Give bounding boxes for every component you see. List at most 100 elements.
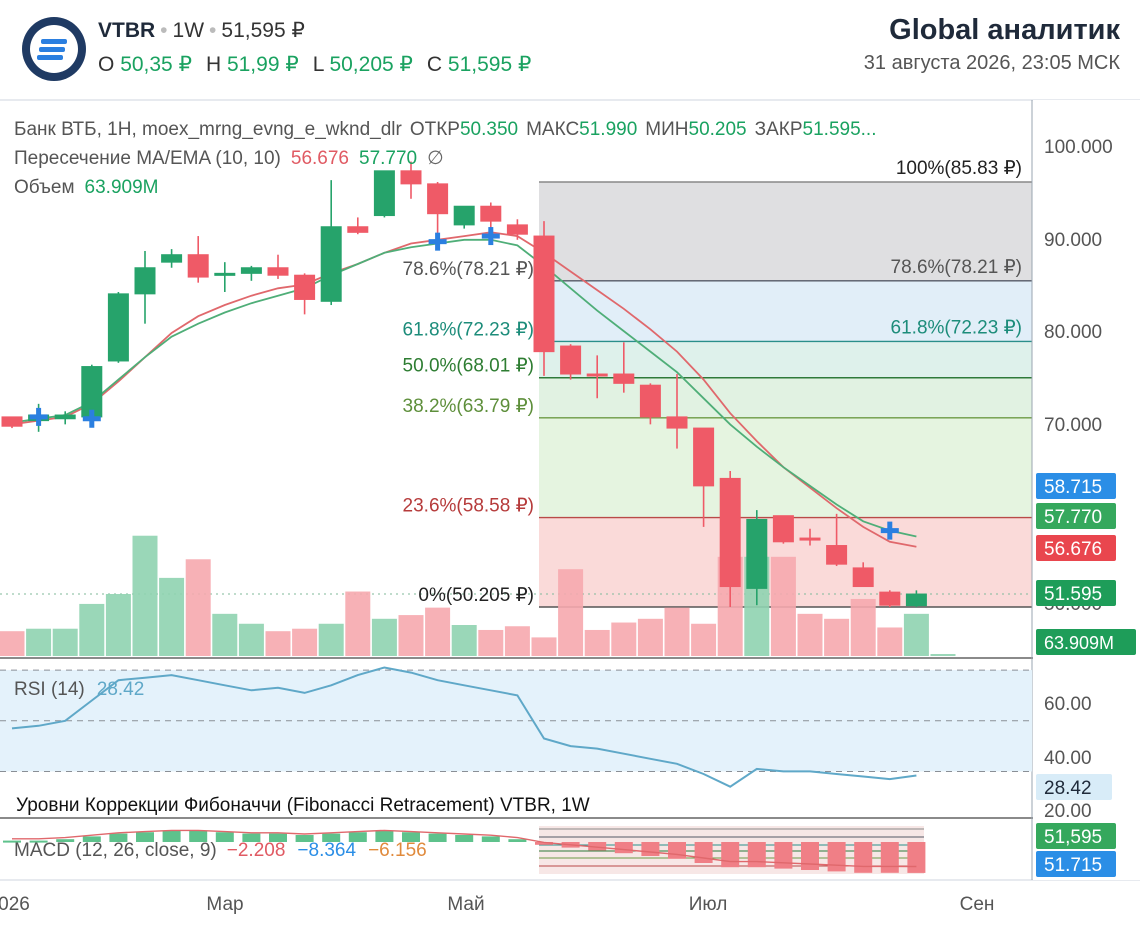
volume-bar — [770, 556, 796, 656]
candle-body — [320, 226, 342, 302]
fib-label: 0%(50.205 ₽) — [418, 585, 534, 606]
ohlc-close: 51,595 ₽ — [447, 53, 532, 76]
macd-histogram-bar — [29, 840, 48, 843]
ohlc-open: 50,35 ₽ — [120, 53, 192, 76]
candle-body — [533, 235, 555, 353]
macd-histogram-bar — [721, 842, 740, 868]
fib-zone — [539, 377, 1032, 418]
ohlc-key: L — [312, 53, 324, 76]
candle-body — [586, 373, 608, 377]
macd-histogram-bar — [535, 842, 553, 845]
candle-body — [373, 170, 395, 217]
legend-macd-value-1: −2.208 — [227, 840, 286, 861]
time-tick-label: Мар — [206, 894, 243, 915]
candles[interactable] — [1, 161, 927, 608]
volume-bar — [637, 618, 663, 656]
ohlc-key: H — [205, 53, 222, 76]
volume-bar — [558, 569, 584, 656]
macd-histogram-bar — [242, 833, 261, 842]
ticker-line: VTBR • 1W • 51,595 ₽ — [98, 19, 305, 42]
macd-pane — [3, 826, 926, 874]
price-tick-label: 90.000 — [1044, 230, 1102, 251]
fib-zone — [539, 182, 1032, 281]
volume-bar — [371, 618, 397, 656]
macd-histogram-bar — [402, 832, 420, 842]
legend-ma-value-2: 57.770 — [359, 148, 417, 169]
candle-body — [560, 345, 582, 375]
candle-body — [187, 254, 209, 278]
price-tick-label: 70.000 — [1044, 415, 1102, 436]
candle-body — [400, 170, 422, 185]
candle-body — [267, 267, 289, 276]
ohlc-key: O — [98, 53, 115, 76]
macd-histogram-bar — [854, 842, 873, 873]
candle-body — [905, 593, 927, 607]
rsi-pane — [0, 666, 1032, 788]
svg-text:Пересечение MA/EMA (10, 10)56.: Пересечение MA/EMA (10, 10) 56.676 57.770 ∅ — [14, 148, 444, 169]
candle-body — [693, 427, 715, 487]
legend-low-value: 50.205 — [689, 119, 747, 140]
candle-body — [134, 267, 156, 295]
volume-bar — [425, 607, 451, 656]
candle-body — [613, 373, 635, 384]
legend-macd-value-3: −6.156 — [368, 840, 427, 861]
time-tick-label: Сен — [960, 894, 995, 915]
legend-ma-label: Пересечение MA/EMA (10, 10) — [14, 148, 281, 169]
price-tag-label: 56.676 — [1044, 539, 1102, 560]
chart-area[interactable]: 100%(85.83 ₽) 78.6%(78.21 ₽) 78.6%(78.21 ₽… — [0, 96, 1140, 928]
macd-signal-line — [12, 829, 917, 868]
volume-bar — [318, 623, 344, 656]
cross-v — [36, 407, 42, 426]
time-tick-label: Июл — [689, 894, 728, 915]
price-tag-label: 58.715 — [1044, 477, 1102, 498]
ma-lines — [11, 231, 917, 548]
macd-histogram-bar — [269, 833, 287, 842]
candle-body — [161, 254, 183, 263]
price-tick-label: 100.000 — [1044, 137, 1113, 158]
macd-histogram-bar — [668, 842, 686, 859]
header: VTBR • 1W • 51,595 ₽ O 50,35 ₽ H 51,99 ₽ L 50,… — [0, 0, 1140, 96]
macd-histogram-bar — [614, 842, 633, 854]
macd-histogram-bar — [880, 842, 899, 873]
volume-bar — [238, 623, 264, 656]
macd-tag-label: 51,595 — [1044, 827, 1102, 848]
candle-body — [799, 537, 821, 541]
macd-histogram-bar — [907, 842, 926, 873]
ma-line — [11, 231, 917, 548]
cross-marker-icon — [481, 227, 500, 246]
macd-histogram-bar — [801, 842, 819, 870]
macd-histogram-bar — [694, 842, 713, 863]
price-axis[interactable]: 100.00090.00080.00070.00050.00058.71557.… — [1033, 100, 1140, 880]
ticker-symbol[interactable]: VTBR — [98, 19, 156, 42]
macd-histogram-bar — [189, 830, 208, 842]
volume-bar — [584, 629, 610, 656]
macd-histogram-bar — [455, 835, 474, 842]
volume-bar — [159, 577, 185, 656]
time-axis[interactable]: 026 Мар Май Июл Сен — [0, 894, 994, 915]
cross-marker-icon — [428, 232, 447, 251]
legend: Банк ВТБ, 1Н, moex_mrng_evng_e_wknd_dlr О… — [14, 119, 876, 861]
macd-histogram-bar — [508, 839, 527, 842]
macd-histogram-bar — [588, 842, 607, 851]
fib-label: 38.2%(63.79 ₽) — [403, 396, 534, 417]
candle-body — [347, 226, 369, 233]
legend-high-key: МАКС — [526, 119, 579, 140]
macd-histogram-bar — [109, 833, 128, 842]
cross-v — [435, 232, 441, 251]
ema-line — [11, 238, 917, 538]
last-price: 51,595 ₽ — [221, 19, 305, 42]
legend-ma-value-3: ∅ — [427, 148, 444, 169]
candle-body — [453, 205, 475, 226]
volume-bar — [292, 628, 318, 656]
volume-bar — [52, 628, 78, 656]
volume-bar — [212, 613, 238, 656]
price-tag-label: 57.770 — [1044, 507, 1102, 528]
fib-label: 50.0%(68.01 ₽) — [403, 356, 534, 377]
macd-histogram-bar — [375, 830, 394, 842]
cross-v — [89, 409, 95, 428]
svg-text:RSI (14)28.42: RSI (14) 28.42 — [14, 679, 144, 700]
interval-label[interactable]: 1W — [172, 19, 205, 42]
legend-open-value: 50.350 — [460, 119, 518, 140]
legend-ma-value-1: 56.676 — [291, 148, 349, 169]
volume-bar — [504, 626, 530, 656]
